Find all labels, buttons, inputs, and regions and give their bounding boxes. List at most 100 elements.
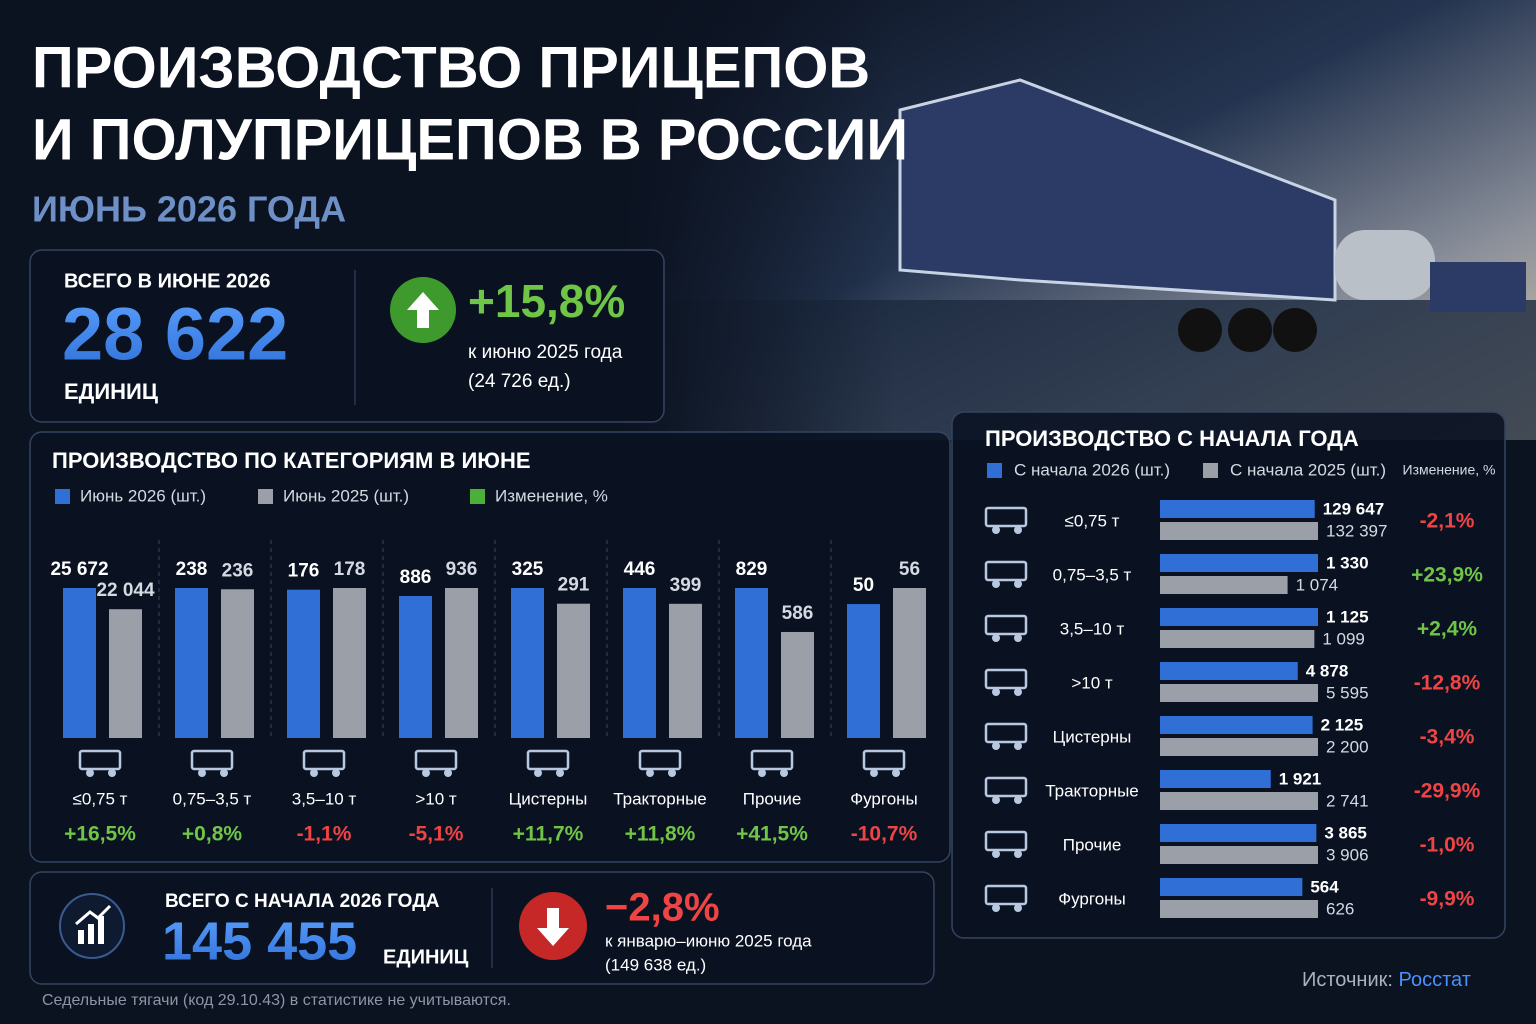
y-tick-label: ≤0,75 т [1065,511,1120,530]
source-label: Источник: [1302,969,1393,991]
icon-body [190,749,234,771]
data-label: 1 125 [1326,607,1369,626]
category-icon [984,830,1028,858]
legend-swatch [55,489,70,504]
icon-body [984,506,1028,528]
data-label: 586 [782,603,814,624]
legend-label: Июнь 2025 (шт.) [283,486,409,505]
legend-swatch [1203,463,1218,478]
change-label: +0,8% [182,823,242,846]
icon-wheel [1014,526,1022,534]
icon-body [750,749,794,771]
data-label: 5 595 [1326,683,1369,702]
data-label: 2 125 [1321,715,1364,734]
bar [287,589,320,738]
data-label: 291 [558,575,590,596]
icon-body [984,614,1028,636]
category-icon [984,614,1028,642]
icon-body [414,749,458,771]
icon-wheel [332,769,340,777]
icon-wheel [556,769,564,777]
kpi-compare-value: (24 726 ед.) [468,371,571,392]
legend-label: С начала 2026 (шт.) [1014,460,1170,479]
bar [1160,716,1313,734]
subtitle: ИЮНЬ 2026 ГОДА [32,189,346,230]
bar [399,596,432,738]
growth-icon [59,893,125,959]
chart-panel [29,431,951,863]
icon-wheel [1014,904,1022,912]
category-icon [190,749,234,777]
icon-wheel [992,526,1000,534]
bar [109,609,142,738]
icon-wheel [1014,742,1022,750]
kpi-compare: к январю–июню 2025 года [605,931,812,950]
category-icon [302,749,346,777]
data-label: 1 099 [1322,629,1365,648]
legend-label: Изменение, % [495,486,608,505]
data-label: 236 [222,560,254,581]
category-icon [862,749,906,777]
bar [333,588,366,738]
data-label: 1 074 [1296,575,1339,594]
y-tick-label: >10 т [1071,673,1113,692]
y-tick-label: 0,75–3,5 т [1053,565,1132,584]
x-tick-label: Цистерны [509,789,588,808]
change-label: +23,9% [1411,564,1483,587]
bar [1160,576,1288,594]
data-label: 4 878 [1306,661,1349,680]
x-tick-label: ≤0,75 т [73,789,128,808]
icon-wheel [534,769,542,777]
data-label: 1 921 [1279,769,1322,788]
bar [1160,554,1318,572]
category-icon [984,722,1028,750]
bar [1160,792,1318,810]
bar [1160,522,1318,540]
source: Источник: Росстат [1302,969,1471,991]
data-label: 176 [288,561,320,582]
icon-wheel [668,769,676,777]
data-label: 25 672 [50,559,108,580]
icon-wheel [992,904,1000,912]
data-label: 829 [736,559,768,580]
change-label: -1,1% [297,823,352,846]
category-icon [414,749,458,777]
data-label: 446 [624,559,656,580]
icon-wheel [646,769,654,777]
icon-body [984,722,1028,744]
category-icon [526,749,570,777]
bar [175,588,208,738]
bar [63,588,96,738]
category-icon [984,776,1028,804]
icon-wheel [220,769,228,777]
kpi-compare-value: (149 638 ед.) [605,955,706,974]
data-label: 178 [334,559,366,580]
kpi-value: 28 622 [62,293,288,376]
icon-wheel [892,769,900,777]
bar [1160,500,1315,518]
icon-wheel [1014,796,1022,804]
icon-wheel [422,769,430,777]
icon-wheel [992,796,1000,804]
bar [781,631,814,738]
data-label: 564 [1310,877,1339,896]
icon-body [984,884,1028,906]
icon-wheel [1014,850,1022,858]
data-label: 132 397 [1326,521,1387,540]
data-label: 325 [512,559,544,580]
bar [445,588,478,738]
data-label: 238 [176,559,208,580]
icon-body [526,749,570,771]
source-name: Росстат [1399,969,1471,991]
kpi-panel [29,249,665,423]
data-label: 936 [446,559,478,580]
icon-body [78,749,122,771]
change-label: -10,7% [851,823,918,846]
bar [1160,878,1303,896]
icon-body [984,830,1028,852]
bar [1160,630,1315,648]
icon-body [984,776,1028,798]
category-icon [78,749,122,777]
data-label: 626 [1326,899,1354,918]
